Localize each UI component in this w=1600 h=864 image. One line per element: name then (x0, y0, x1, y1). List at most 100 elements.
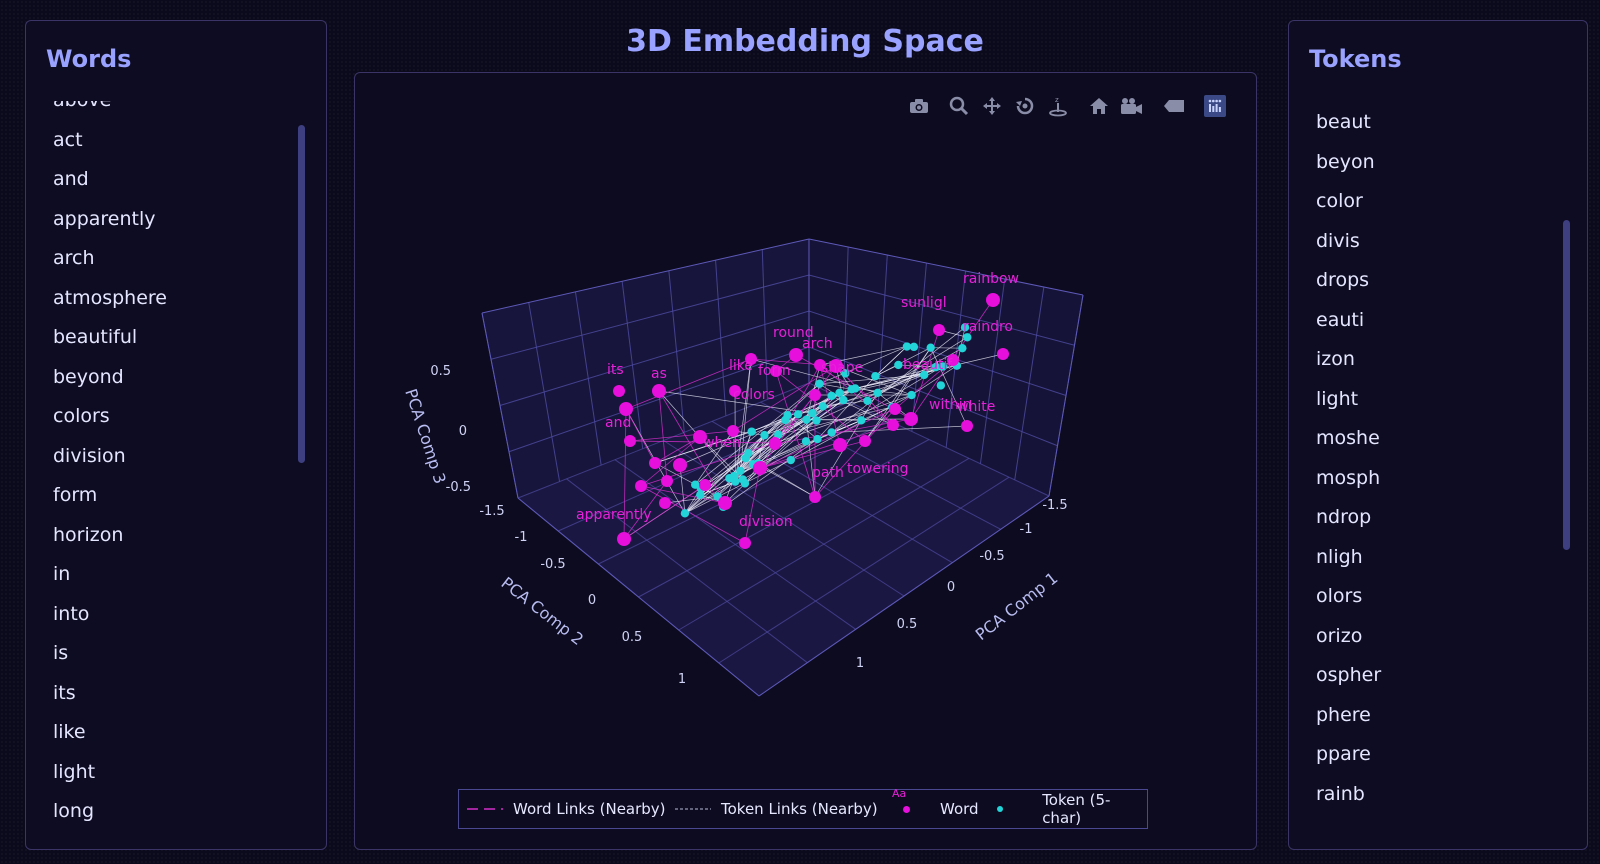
token-point (696, 490, 705, 500)
token-link (831, 327, 966, 433)
word-list-item[interactable]: beyond (53, 365, 124, 388)
camera-view-icon[interactable] (1118, 93, 1144, 119)
token-list-item[interactable]: eauti (1316, 308, 1365, 331)
pan-icon[interactable] (979, 93, 1005, 119)
token-link (875, 364, 899, 377)
token-link (898, 364, 936, 368)
token-list-item[interactable]: beyon (1316, 150, 1375, 173)
word-point (739, 537, 751, 549)
word-list-item[interactable]: above (53, 101, 167, 121)
word-point-label: round (773, 325, 814, 341)
word-list-item[interactable]: is (53, 642, 69, 664)
word-link (625, 408, 656, 464)
x-tick-label: 0.5 (897, 617, 918, 632)
word-list-item[interactable]: form (53, 484, 98, 506)
word-point-label: beautif (903, 357, 953, 373)
zoom-icon[interactable] (946, 93, 972, 119)
token-point (851, 384, 860, 393)
word-link (623, 484, 706, 540)
word-point (635, 480, 647, 492)
tokens-list-viewport[interactable]: beaut beyon color divis drops eauti izon light m… (1289, 101, 1587, 829)
word-list-item[interactable]: division (53, 444, 126, 467)
word-list-item[interactable]: like (53, 721, 86, 743)
word-point (727, 425, 739, 437)
token-list-item[interactable]: beaut (1316, 111, 1371, 133)
token-link (658, 390, 813, 414)
page-title: 3D Embedding Space (626, 24, 984, 59)
word-link (819, 364, 841, 446)
token-list-item[interactable]: olors (1316, 585, 1363, 607)
word-point-label: shape (821, 360, 863, 376)
token-list-item[interactable]: drops (1316, 269, 1370, 291)
y-tick-label: -1 (515, 530, 528, 545)
token-link (851, 365, 957, 390)
word-link (759, 424, 894, 469)
token-point (926, 343, 935, 352)
token-list-item[interactable]: nligh (1316, 545, 1363, 568)
word-list-item[interactable]: in (53, 563, 71, 585)
token-list-item[interactable]: color (1316, 190, 1363, 212)
token-link (654, 462, 718, 497)
legend-item-word[interactable]: Aa Word (892, 787, 979, 828)
token-point (827, 428, 836, 437)
legend-item-word-links[interactable]: Word Links (Nearby) (467, 790, 666, 828)
word-list-item[interactable]: act (53, 128, 83, 151)
legend-item-token[interactable]: Token (5-char) (997, 790, 1147, 828)
token-list-item[interactable]: rainb (1316, 782, 1365, 805)
token-list-item[interactable]: light (1316, 387, 1359, 410)
token-list-item[interactable]: moshe (1316, 427, 1380, 449)
token-list-item[interactable]: orizo (1316, 624, 1363, 647)
word-point (693, 430, 707, 444)
turntable-icon[interactable]: z (1045, 93, 1071, 119)
back-wall-left (482, 239, 809, 498)
legend-item-token-links[interactable]: Token Links (Nearby) (675, 790, 878, 828)
token-point (725, 474, 734, 483)
word-list-item[interactable]: apparently (53, 207, 156, 230)
word-point (947, 354, 959, 366)
z-axis-title: PCA Comp 3 (401, 386, 450, 486)
plotly-logo-icon[interactable] (1204, 95, 1226, 117)
word-list-item[interactable]: light (53, 760, 96, 783)
token-link (733, 441, 807, 477)
word-list-item[interactable]: arch (53, 247, 95, 269)
token-list-item[interactable]: divis (1316, 229, 1360, 252)
word-marker-text: Aa (892, 787, 907, 800)
token-point (841, 369, 850, 378)
token-list-item[interactable]: ndrop (1316, 506, 1372, 528)
camera-icon[interactable] (906, 93, 932, 119)
orbit-rotate-icon[interactable] (1012, 93, 1038, 119)
word-list-item[interactable]: beautiful (53, 326, 138, 348)
word-list-item[interactable]: long (53, 800, 95, 822)
word-point (904, 412, 918, 426)
word-list-item[interactable]: and (53, 168, 89, 190)
token-list-item[interactable]: ppare (1316, 743, 1371, 765)
token-list-item[interactable]: izon (1316, 348, 1355, 370)
token-list-item[interactable]: ospher (1316, 664, 1382, 686)
word-list-item[interactable]: its (53, 681, 76, 704)
x-tick-label: -1 (1020, 522, 1033, 537)
words-list-viewport[interactable]: above act and apparently arch atmosphere beaut… (26, 101, 326, 829)
token-point (815, 379, 824, 388)
z-tick-label: 0 (459, 424, 467, 439)
y-tick-label: -1.5 (479, 504, 504, 519)
word-point-label: white (957, 399, 995, 415)
word-list-item[interactable]: colors (53, 405, 110, 427)
hover-label-icon[interactable] (1161, 93, 1187, 119)
legend-label-token: Token (5-char) (1042, 791, 1111, 827)
token-list-item[interactable]: phere (1316, 703, 1371, 726)
token-list-item[interactable]: mosph (1316, 466, 1381, 489)
x-tick-label: 0 (947, 580, 955, 595)
word-link (640, 485, 746, 544)
tokens-scrollbar[interactable] (1563, 220, 1570, 550)
word-list-item[interactable]: into (53, 602, 90, 625)
token-point (894, 360, 903, 370)
token-link (734, 358, 752, 482)
word-marker-icon: Aa (892, 787, 930, 828)
word-list-item[interactable]: atmosphere (53, 286, 167, 309)
home-icon[interactable] (1086, 93, 1112, 119)
grid-line (808, 382, 1050, 497)
legend: Word Links (Nearby) Token Links (Nearby)… (458, 787, 1148, 829)
word-list-item[interactable]: horizon (53, 523, 124, 546)
words-scrollbar[interactable] (298, 125, 305, 463)
